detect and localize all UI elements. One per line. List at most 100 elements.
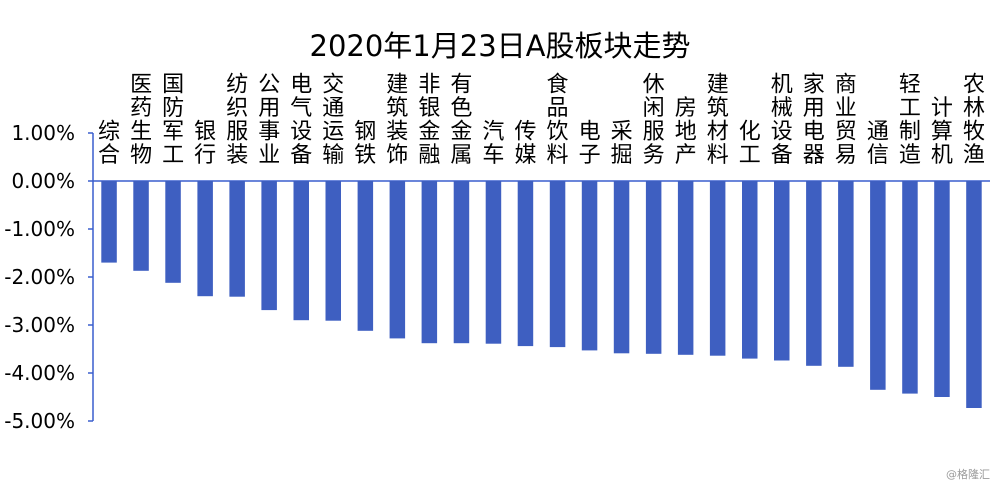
bar-非银金融 [421, 181, 438, 344]
y-tick-label: -2.00% [4, 265, 75, 289]
category-label-char: 电 [290, 73, 312, 98]
category-label-char: 输 [322, 143, 344, 168]
category-label-传媒: 传媒 [514, 120, 536, 169]
category-label-char: 国 [162, 73, 184, 98]
category-label-char: 制 [899, 120, 921, 145]
category-label-char: 银 [194, 120, 216, 145]
bar-电子 [581, 181, 598, 351]
category-label-采掘: 采掘 [611, 120, 633, 169]
bar-家用电器 [806, 181, 822, 366]
category-label-计算机: 计算机 [931, 96, 953, 168]
category-label-char: 林 [963, 96, 985, 121]
bar-化工 [742, 181, 758, 359]
category-label-char: 银 [418, 96, 440, 121]
category-label-char: 服 [226, 120, 248, 145]
category-label-char: 车 [482, 143, 504, 168]
y-tick-label: -3.00% [4, 313, 75, 337]
category-label-char: 用 [803, 96, 825, 121]
category-label-char: 料 [707, 143, 729, 168]
category-label-char: 务 [643, 143, 665, 168]
bar-传媒 [517, 181, 534, 347]
bar-有色金属 [453, 181, 470, 344]
y-tick-label: -4.00% [4, 361, 75, 385]
category-label-char: 传 [514, 120, 536, 145]
category-label-char: 通 [867, 120, 889, 145]
bar-轻工制造 [902, 181, 918, 394]
category-label-char: 备 [290, 143, 312, 168]
y-tick-label: -1.00% [4, 217, 75, 241]
category-label-char: 工 [739, 143, 761, 168]
bar-电气设备 [293, 181, 309, 321]
category-label-char: 饰 [386, 143, 408, 168]
bar-休闲服务 [645, 181, 662, 354]
category-label-char: 械 [771, 96, 793, 121]
category-label-电子: 电子 [579, 120, 601, 169]
category-label-char: 电 [579, 120, 601, 145]
category-label-char: 地 [675, 120, 697, 145]
category-label-char: 电 [803, 120, 825, 145]
category-label-char: 药 [130, 96, 152, 121]
category-label-char: 休 [643, 73, 665, 98]
bar-计算机 [934, 181, 950, 397]
category-label-char: 合 [98, 143, 120, 168]
category-label-char: 品 [546, 96, 568, 121]
y-tick-label: 0.00% [11, 169, 75, 193]
category-label-钢铁: 钢铁 [354, 120, 376, 169]
category-label-char: 金 [418, 120, 440, 145]
category-label-char: 通 [322, 96, 344, 121]
category-label-char: 采 [611, 120, 633, 145]
category-label-汽车: 汽车 [482, 120, 504, 169]
category-label-char: 防 [162, 96, 184, 121]
category-label-char: 房 [675, 96, 697, 121]
category-label-char: 商 [835, 73, 857, 98]
bar-纺织服装 [229, 181, 245, 297]
bar-汽车 [485, 181, 502, 344]
category-label-char: 非 [418, 73, 440, 98]
category-label-char: 物 [130, 143, 152, 168]
category-label-char: 信 [867, 143, 889, 168]
bar-农林牧渔 [966, 181, 982, 408]
category-label-char: 产 [675, 143, 697, 168]
category-label-char: 服 [643, 120, 665, 145]
y-tick-label: -5.00% [4, 409, 75, 433]
bar-综合 [101, 181, 117, 263]
category-label-char: 运 [322, 120, 344, 145]
category-label-通信: 通信 [867, 120, 889, 169]
bar-采掘 [613, 181, 630, 354]
category-label-char: 食 [546, 73, 568, 98]
chart-title: 2020年1月23日A股板块走势 [310, 29, 691, 63]
category-label-char: 器 [803, 143, 825, 168]
category-label-char: 织 [226, 96, 248, 121]
category-label-char: 纺 [226, 73, 248, 98]
category-label-char: 事 [258, 120, 280, 145]
bar-商业贸易 [838, 181, 854, 367]
bar-建筑材料 [709, 181, 726, 356]
bar-房地产 [677, 181, 694, 355]
category-label-char: 掘 [611, 143, 633, 168]
category-label-char: 轻 [899, 73, 921, 98]
category-label-char: 交 [322, 73, 344, 98]
category-label-char: 业 [258, 143, 280, 168]
category-label-char: 建 [707, 73, 729, 98]
category-label-char: 用 [258, 96, 280, 121]
category-label-char: 工 [162, 143, 184, 168]
category-label-char: 业 [835, 96, 857, 121]
bar-建筑装饰 [389, 181, 406, 339]
category-label-char: 设 [290, 120, 312, 145]
bar-国防军工 [165, 181, 181, 283]
y-tick-label: 1.00% [11, 121, 75, 145]
category-label-char: 设 [771, 120, 793, 145]
category-label-char: 钢 [354, 120, 376, 145]
bar-银行 [197, 181, 213, 297]
category-label-char: 筑 [386, 96, 408, 121]
